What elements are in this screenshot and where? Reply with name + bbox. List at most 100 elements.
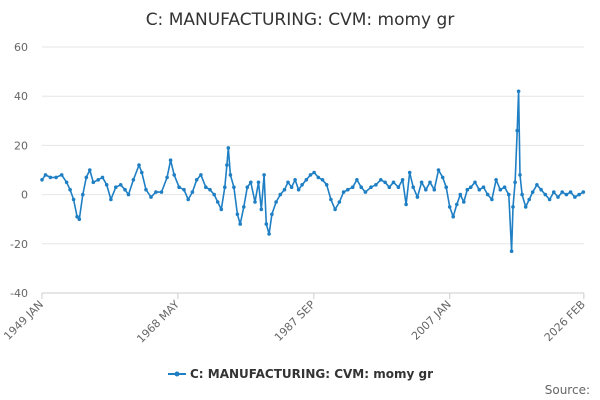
data-point[interactable]	[424, 187, 428, 192]
data-point[interactable]	[223, 185, 227, 189]
data-point[interactable]	[154, 190, 158, 194]
data-point[interactable]	[64, 180, 69, 185]
data-point[interactable]	[374, 183, 378, 187]
data-point[interactable]	[144, 187, 148, 192]
data-point[interactable]	[208, 187, 212, 192]
data-point[interactable]	[490, 197, 494, 202]
data-point[interactable]	[215, 200, 220, 204]
data-point[interactable]	[71, 197, 76, 202]
data-point[interactable]	[126, 192, 131, 197]
data-point[interactable]	[577, 192, 581, 197]
data-point[interactable]	[573, 195, 577, 199]
data-point[interactable]	[96, 178, 100, 182]
data-point[interactable]	[190, 190, 195, 194]
data-point[interactable]	[333, 207, 337, 212]
data-point[interactable]	[212, 192, 216, 197]
data-point[interactable]	[320, 178, 325, 182]
data-point[interactable]	[81, 192, 85, 197]
data-point[interactable]	[274, 200, 278, 204]
data-point[interactable]	[118, 183, 123, 187]
data-point[interactable]	[396, 185, 401, 189]
data-point[interactable]	[462, 200, 466, 204]
data-point[interactable]	[513, 180, 517, 185]
data-point[interactable]	[40, 178, 44, 182]
data-point[interactable]	[204, 185, 208, 189]
data-point[interactable]	[43, 173, 48, 177]
data-point[interactable]	[172, 173, 176, 177]
data-point[interactable]	[100, 175, 105, 180]
data-point[interactable]	[346, 187, 350, 192]
data-point[interactable]	[369, 185, 373, 189]
data-point[interactable]	[547, 197, 552, 202]
data-point[interactable]	[527, 197, 531, 202]
data-point[interactable]	[68, 187, 72, 192]
data-point[interactable]	[308, 173, 313, 177]
data-point[interactable]	[312, 170, 316, 175]
data-point[interactable]	[104, 183, 109, 187]
data-point[interactable]	[436, 168, 441, 172]
data-point[interactable]	[293, 178, 297, 182]
data-point[interactable]	[114, 185, 118, 189]
data-point[interactable]	[520, 192, 524, 197]
data-point[interactable]	[282, 187, 287, 192]
data-point[interactable]	[469, 185, 473, 189]
data-point[interactable]	[341, 190, 346, 194]
data-point[interactable]	[523, 205, 528, 209]
data-point[interactable]	[54, 175, 58, 180]
data-point[interactable]	[455, 202, 459, 207]
data-point[interactable]	[168, 158, 173, 162]
data-point[interactable]	[568, 190, 573, 194]
data-point[interactable]	[350, 185, 355, 189]
data-point[interactable]	[515, 128, 519, 133]
data-point[interactable]	[123, 187, 127, 192]
data-point[interactable]	[177, 185, 181, 189]
data-point[interactable]	[91, 180, 96, 185]
data-point[interactable]	[451, 214, 456, 219]
data-point[interactable]	[498, 187, 503, 192]
data-point[interactable]	[48, 175, 53, 180]
data-point[interactable]	[411, 185, 416, 189]
data-point[interactable]	[415, 195, 420, 199]
data-point[interactable]	[359, 185, 364, 189]
data-point[interactable]	[387, 185, 392, 189]
data-point[interactable]	[502, 185, 507, 189]
data-point[interactable]	[131, 178, 136, 182]
data-point[interactable]	[256, 180, 261, 185]
data-point[interactable]	[278, 192, 283, 197]
data-point[interactable]	[404, 202, 408, 207]
data-point[interactable]	[564, 192, 569, 197]
data-point[interactable]	[109, 197, 113, 202]
data-point[interactable]	[444, 185, 449, 189]
data-point[interactable]	[485, 192, 490, 197]
data-point[interactable]	[245, 185, 250, 189]
data-point[interactable]	[447, 205, 452, 209]
data-point[interactable]	[264, 222, 269, 226]
data-point[interactable]	[428, 180, 432, 185]
data-point[interactable]	[465, 187, 470, 192]
data-point[interactable]	[477, 187, 482, 192]
data-point[interactable]	[432, 187, 437, 192]
data-point[interactable]	[581, 190, 586, 194]
data-point[interactable]	[509, 249, 514, 253]
data-point[interactable]	[165, 175, 169, 180]
data-point[interactable]	[182, 187, 186, 192]
data-point[interactable]	[77, 217, 82, 221]
data-point[interactable]	[324, 183, 329, 187]
legend[interactable]: C: MANUFACTURING: CVM: momy gr	[168, 367, 433, 381]
data-point[interactable]	[253, 200, 257, 204]
data-point[interactable]	[225, 163, 229, 167]
data-point[interactable]	[363, 190, 368, 194]
data-point[interactable]	[304, 178, 309, 182]
data-point[interactable]	[159, 190, 164, 194]
data-point[interactable]	[494, 178, 498, 182]
data-point[interactable]	[262, 173, 266, 177]
data-point[interactable]	[137, 163, 141, 167]
data-point[interactable]	[300, 183, 304, 187]
data-point[interactable]	[296, 187, 301, 192]
data-point[interactable]	[516, 89, 521, 94]
data-point[interactable]	[199, 173, 203, 177]
data-point[interactable]	[259, 207, 264, 212]
data-point[interactable]	[84, 175, 89, 180]
data-point[interactable]	[149, 195, 153, 199]
data-point[interactable]	[286, 180, 290, 185]
